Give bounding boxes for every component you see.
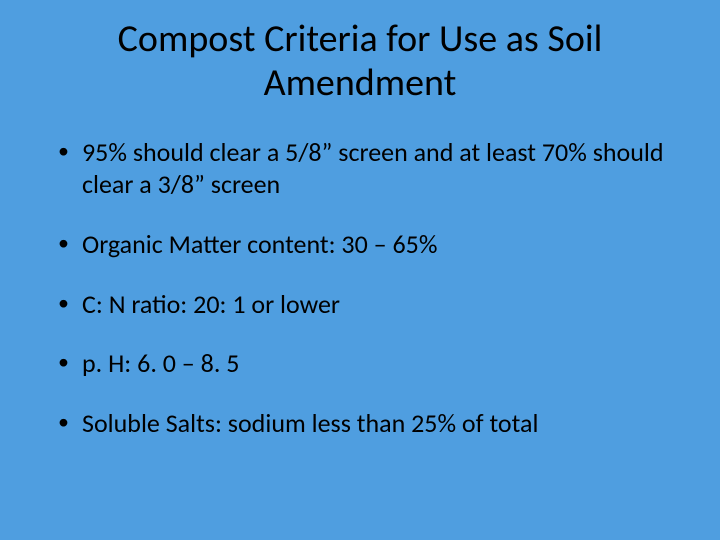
- list-item: Soluble Salts: sodium less than 25% of t…: [58, 408, 680, 440]
- slide: Compost Criteria for Use as Soil Amendme…: [0, 0, 720, 540]
- list-item: C: N ratio: 20: 1 or lower: [58, 289, 680, 321]
- bullet-list: 95% should clear a 5/8” screen and at le…: [40, 137, 680, 439]
- list-item: p. H: 6. 0 – 8. 5: [58, 348, 680, 380]
- list-item: Organic Matter content: 30 – 65%: [58, 229, 680, 261]
- list-item: 95% should clear a 5/8” screen and at le…: [58, 137, 680, 200]
- slide-title: Compost Criteria for Use as Soil Amendme…: [40, 18, 680, 105]
